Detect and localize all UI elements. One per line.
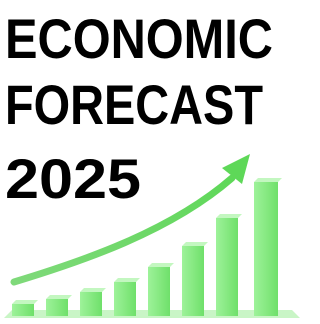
bar-top bbox=[254, 178, 282, 182]
title-line: FORECAST bbox=[5, 73, 263, 136]
title-line: ECONOMIC bbox=[5, 7, 273, 70]
bar-top bbox=[80, 288, 106, 292]
bar-top bbox=[148, 263, 174, 267]
page: ECONOMIC FORECAST 2025 (() => { const da… bbox=[0, 0, 320, 324]
bar bbox=[216, 218, 238, 316]
bar bbox=[80, 292, 102, 316]
bar bbox=[148, 267, 170, 316]
bar-top bbox=[46, 295, 72, 299]
bar-top bbox=[216, 214, 242, 218]
bar-top bbox=[182, 242, 208, 246]
illustration: ECONOMIC FORECAST 2025 bbox=[0, 0, 304, 324]
bar bbox=[254, 182, 278, 316]
bar bbox=[46, 299, 68, 316]
bar bbox=[182, 246, 204, 316]
bar bbox=[114, 282, 136, 316]
bar bbox=[12, 304, 34, 316]
title-line: 2025 bbox=[5, 147, 141, 210]
bar-top bbox=[114, 278, 140, 282]
bar-top bbox=[12, 300, 38, 304]
